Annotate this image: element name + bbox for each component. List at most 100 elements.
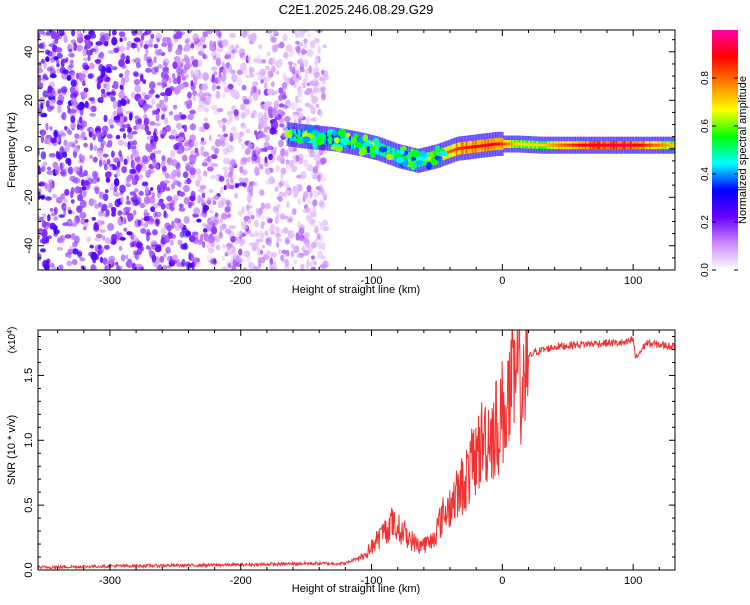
- spectrogram-signal-core: [500, 142, 503, 146]
- spectrogram-signal-core: [415, 158, 418, 162]
- spectrogram-noise-cell: [60, 86, 68, 93]
- spectrogram-noise-cell: [265, 65, 270, 71]
- spectrogram-noise-cell: [125, 59, 130, 64]
- spectrogram-signal-cell: [391, 147, 394, 160]
- spectrogram-noise-cell: [130, 145, 137, 150]
- spectrogram-signal-core: [586, 143, 589, 147]
- spectrogram-signal-core: [537, 143, 540, 147]
- spectrogram-noise-cell: [310, 40, 316, 49]
- spectrogram-signal-core: [509, 142, 512, 146]
- spectrogram-noise-cell: [169, 239, 174, 246]
- spectrogram-signal-core: [495, 142, 498, 146]
- spectrogram-noise-cell: [142, 79, 146, 84]
- spectrogram-signal-core: [655, 143, 658, 147]
- spectrogram-noise-cell: [152, 158, 157, 164]
- spectrogram-signal-blob: [385, 154, 393, 159]
- spectrogram-noise-cell: [310, 117, 316, 122]
- spectrogram-signal-core: [471, 145, 474, 149]
- spectrogram-noise-cell: [123, 207, 130, 212]
- spectrogram-noise-cell: [132, 177, 136, 184]
- spectrogram-signal-core: [361, 143, 365, 147]
- spectrogram-noise-cell: [310, 107, 316, 115]
- spectrogram-noise-cell: [275, 165, 280, 172]
- spectrogram-noise-cell: [202, 44, 207, 49]
- spectrogram-noise-cell: [285, 150, 289, 158]
- spectrogram-noise-cell: [143, 31, 148, 36]
- spectrogram-noise-cell: [65, 57, 69, 62]
- spectrogram-noise-cell: [247, 156, 251, 163]
- spectrogram-noise-cell: [269, 263, 273, 270]
- spectrogram-noise-cell: [129, 168, 137, 175]
- spectrogram-noise-cell: [222, 166, 229, 171]
- spectrogram-noise-cell: [84, 34, 91, 40]
- spectrogram-signal-blob: [306, 125, 314, 134]
- spectrogram-noise-cell: [229, 32, 236, 38]
- spectrogram-noise-cell: [45, 100, 51, 109]
- spectrogram-noise-cell: [239, 165, 244, 174]
- spectrogram-noise-cell: [274, 186, 279, 192]
- spectrogram-noise-cell: [270, 231, 276, 235]
- spectrogram-noise-cell: [86, 50, 93, 56]
- spectrogram-noise-cell: [258, 122, 263, 131]
- spectrogram-noise-cell: [270, 65, 276, 73]
- spectrogram-signal-core: [656, 143, 660, 147]
- spectrogram-noise-cell: [259, 130, 265, 138]
- spectrogram-noise-cell: [96, 233, 103, 239]
- spectrogram-noise-cell: [209, 209, 214, 214]
- spectrogram-noise-cell: [278, 248, 282, 255]
- spectrogram-noise-cell: [306, 185, 312, 193]
- spectrogram-noise-cell: [216, 85, 221, 90]
- spectrogram-noise-cell: [270, 148, 277, 156]
- spectrogram-noise-cell: [72, 241, 78, 248]
- spectrogram-noise-cell: [163, 117, 169, 125]
- spectrogram-noise-cell: [207, 219, 214, 227]
- spectrogram-noise-cell: [149, 38, 154, 43]
- spectrogram-noise-cell: [300, 68, 305, 73]
- spectrogram-noise-cell: [215, 175, 220, 183]
- spectrogram-signal-core: [558, 143, 561, 147]
- spectrogram-noise-cell: [154, 245, 162, 253]
- spectrogram-signal-blob: [331, 130, 338, 136]
- spectrogram-noise-cell: [267, 30, 273, 35]
- spectrogram-noise-cell: [134, 84, 142, 93]
- spectrogram-noise-cell: [313, 260, 317, 266]
- spectrogram-noise-cell: [241, 84, 247, 91]
- spectrogram-noise-cell: [254, 130, 258, 136]
- spectrogram-noise-cell: [272, 204, 277, 213]
- spectrogram-noise-cell: [312, 86, 319, 94]
- spectrogram-noise-cell: [177, 136, 184, 142]
- spectrogram-signal-core: [446, 151, 449, 154]
- spectrogram-noise-cell: [189, 195, 196, 202]
- spectrogram-noise-cell: [131, 42, 136, 49]
- spectrogram-noise-cell: [99, 249, 103, 255]
- spectrogram-noise-cell: [64, 126, 68, 131]
- spectrogram-signal-core: [526, 143, 529, 146]
- spectrogram-noise-cell: [174, 223, 182, 232]
- spectrogram-noise-cell: [97, 201, 103, 208]
- spectrogram-noise-cell: [107, 223, 115, 231]
- spectrogram-signal-core: [600, 143, 603, 147]
- spectrogram-signal-core: [584, 143, 587, 147]
- spectrogram-noise-cell: [203, 228, 208, 233]
- spectrogram-noise-cell: [304, 197, 312, 205]
- spectrogram-noise-cell: [92, 156, 98, 163]
- spectrogram-noise-cell: [111, 234, 118, 241]
- spectrogram-noise-cell: [57, 105, 62, 114]
- spectrogram-noise-cell: [303, 30, 309, 33]
- spectrogram-noise-cell: [143, 44, 149, 50]
- spectrogram-noise-cell: [118, 59, 125, 67]
- spectrogram-noise-cell: [229, 132, 234, 139]
- spectrogram-signal-core: [398, 154, 401, 158]
- spectrogram-noise-cell: [269, 257, 274, 266]
- spectrogram-noise-cell: [289, 49, 294, 58]
- spectrogram-noise-cell: [306, 259, 310, 267]
- spectrogram-noise-cell: [144, 125, 149, 133]
- spectrogram-noise-cell: [94, 245, 99, 251]
- spectrogram-noise-cell: [303, 159, 309, 168]
- spectrogram-noise-cell: [198, 100, 203, 108]
- snr-background: [38, 330, 675, 570]
- spectrogram-noise-cell: [236, 231, 243, 237]
- spectrogram-noise-cell: [101, 93, 108, 98]
- spectrogram-noise-cell: [172, 77, 178, 84]
- spectrogram-y-axis-label: Frequency (Hz): [6, 112, 18, 188]
